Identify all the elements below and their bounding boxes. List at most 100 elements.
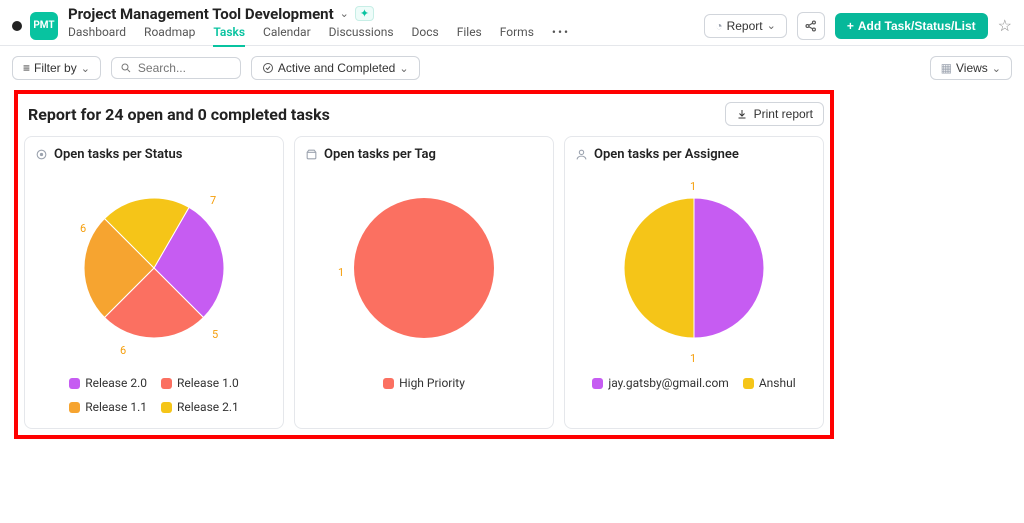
filter-icon: ≡ — [23, 61, 30, 75]
tab-tasks[interactable]: Tasks — [213, 25, 245, 47]
chart-wrap: 11 — [604, 168, 784, 368]
tab-files[interactable]: Files — [457, 25, 482, 47]
views-button[interactable]: ▦ Views ⌄ — [930, 56, 1012, 80]
plus-icon: + — [847, 19, 854, 33]
card-icon — [35, 148, 48, 161]
legend-swatch — [161, 402, 172, 413]
search-icon — [120, 62, 132, 74]
legend-item[interactable]: High Priority — [383, 376, 465, 390]
header-title-stack: Project Management Tool Development ⌄ ✦ … — [68, 5, 570, 47]
nav-tabs: Dashboard Roadmap Tasks Calendar Discussions… — [68, 25, 570, 47]
legend-label: Anshul — [759, 376, 796, 390]
card-title: Open tasks per Status — [54, 147, 182, 162]
tab-dashboard[interactable]: Dashboard — [68, 25, 126, 47]
app-dot — [12, 21, 22, 31]
add-task-button[interactable]: + Add Task/Status/List — [835, 13, 988, 39]
slice-value-label: 7 — [210, 194, 216, 207]
print-report-label: Print report — [754, 107, 813, 121]
tab-forms[interactable]: Forms — [500, 25, 534, 47]
status-filter-button[interactable]: Active and Completed ⌄ — [251, 56, 420, 80]
report-cards-row: Open tasks per Status7665Release 2.0Rele… — [24, 136, 824, 429]
tab-more[interactable]: ••• — [552, 25, 570, 47]
legend-swatch — [69, 378, 80, 389]
chevron-down-icon: ⌄ — [399, 62, 408, 75]
legend-swatch — [383, 378, 394, 389]
slice-value-label: 5 — [212, 328, 218, 341]
legend-swatch — [161, 378, 172, 389]
legend-item[interactable]: jay.gatsby@gmail.com — [592, 376, 728, 390]
card-title: Open tasks per Assignee — [594, 147, 739, 162]
status-filter-label: Active and Completed — [278, 61, 395, 75]
tab-discussions[interactable]: Discussions — [329, 25, 394, 47]
views-icon: ▦ — [941, 61, 952, 75]
legend-item[interactable]: Anshul — [743, 376, 796, 390]
legend-label: jay.gatsby@gmail.com — [608, 376, 728, 390]
chevron-down-icon: ⌄ — [767, 19, 776, 32]
tab-docs[interactable]: Docs — [412, 25, 439, 47]
report-button[interactable]: ◔ Report ⌄ — [704, 14, 787, 38]
legend-item[interactable]: Release 1.1 — [69, 400, 147, 414]
report-title: Report for 24 open and 0 completed tasks — [28, 105, 330, 124]
filter-label: Filter by — [34, 61, 77, 75]
title-row: Project Management Tool Development ⌄ ✦ — [68, 5, 570, 23]
slice-value-label: 6 — [120, 344, 126, 357]
legend-label: Release 2.0 — [85, 376, 147, 390]
pie-chart — [344, 168, 504, 368]
chevron-down-icon: ⌄ — [81, 62, 90, 75]
pie-icon: ◔ — [715, 19, 722, 33]
add-task-label: Add Task/Status/List — [858, 19, 976, 33]
chevron-down-icon: ⌄ — [992, 62, 1001, 75]
chart-wrap: 7 6 6 5 — [64, 168, 244, 368]
legend-item[interactable]: Release 1.0 — [161, 376, 239, 390]
chevron-down-icon[interactable]: ⌄ — [340, 7, 349, 20]
report-card: Open tasks per Status7665Release 2.0Rele… — [24, 136, 284, 429]
sparkle-icon[interactable]: ✦ — [355, 6, 374, 21]
report-card: Open tasks per Tag 1 High Priority — [294, 136, 554, 429]
tab-roadmap[interactable]: Roadmap — [144, 25, 195, 47]
chart-legend: jay.gatsby@gmail.com Anshul — [592, 376, 795, 390]
chart-legend: Release 2.0 Release 1.0 Release 1.1 Release… — [35, 376, 273, 414]
views-label: Views — [956, 61, 988, 75]
filter-button[interactable]: ≡ Filter by ⌄ — [12, 56, 101, 80]
slice-value-label: 1 — [690, 180, 696, 193]
print-report-button[interactable]: Print report — [725, 102, 824, 126]
report-panel: Report for 24 open and 0 completed tasks… — [24, 100, 824, 429]
share-button[interactable] — [797, 12, 825, 40]
slice-value-label: 6 — [80, 222, 86, 235]
toolbar: ≡ Filter by ⌄ Active and Completed ⌄ ▦ V… — [0, 46, 1024, 90]
legend-label: Release 2.1 — [177, 400, 239, 414]
report-button-label: Report — [727, 19, 763, 33]
legend-label: Release 1.1 — [85, 400, 147, 414]
card-header: Open tasks per Tag — [305, 147, 543, 162]
legend-label: High Priority — [399, 376, 465, 390]
chart-legend: High Priority — [383, 376, 465, 390]
search-input-wrap[interactable] — [111, 57, 241, 79]
download-icon — [736, 108, 748, 120]
card-icon — [305, 148, 318, 161]
favorite-button[interactable]: ☆ — [998, 16, 1012, 35]
legend-item[interactable]: Release 2.1 — [161, 400, 239, 414]
card-header: Open tasks per Assignee — [575, 147, 813, 162]
legend-item[interactable]: Release 2.0 — [69, 376, 147, 390]
project-title[interactable]: Project Management Tool Development — [68, 5, 334, 23]
tab-calendar[interactable]: Calendar — [263, 25, 311, 47]
check-circle-icon — [262, 62, 274, 74]
card-title: Open tasks per Tag — [324, 147, 436, 162]
report-header: Report for 24 open and 0 completed tasks… — [24, 100, 824, 136]
report-card: Open tasks per Assignee11jay.gatsby@gmai… — [564, 136, 824, 429]
legend-swatch — [592, 378, 603, 389]
chart-wrap: 1 — [334, 168, 514, 368]
slice-value-label: 1 — [338, 266, 344, 279]
app-header: PMT Project Management Tool Development … — [0, 0, 1024, 46]
report-highlight-frame: Report for 24 open and 0 completed tasks… — [14, 90, 834, 439]
legend-swatch — [69, 402, 80, 413]
legend-swatch — [743, 378, 754, 389]
share-icon — [804, 19, 818, 33]
slice-value-label: 1 — [690, 352, 696, 365]
card-header: Open tasks per Status — [35, 147, 273, 162]
search-input[interactable] — [138, 61, 232, 75]
pie-chart — [614, 168, 774, 368]
card-icon — [575, 148, 588, 161]
project-badge[interactable]: PMT — [30, 12, 58, 40]
header-actions: ◔ Report ⌄ + Add Task/Status/List ☆ — [704, 12, 1012, 40]
